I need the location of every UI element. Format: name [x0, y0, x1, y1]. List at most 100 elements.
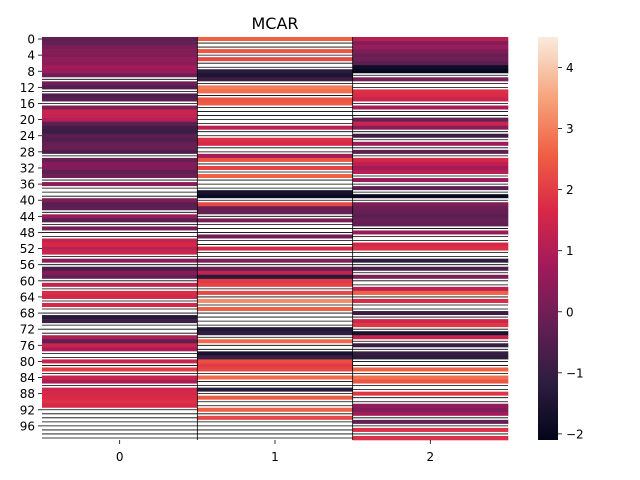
heatmap-cell	[197, 190, 353, 195]
heatmap-cell	[352, 266, 509, 272]
heatmap-cell	[197, 210, 353, 215]
heatmap-cell	[42, 319, 198, 324]
heatmap-cell	[197, 331, 353, 336]
y-tick-label: 0	[27, 33, 35, 47]
heatmap-cell	[42, 161, 198, 167]
y-tick-label: 36	[20, 178, 35, 192]
heatmap-cell	[42, 258, 198, 263]
colorbar	[538, 37, 558, 440]
heatmap-cell	[352, 69, 509, 74]
heatmap-cell	[197, 282, 353, 288]
heatmap-cell	[352, 202, 509, 207]
heatmap-cell	[42, 266, 198, 272]
heatmap-cell	[42, 169, 198, 175]
y-tick-label: 84	[20, 371, 35, 385]
y-tick-label: 20	[20, 113, 35, 127]
heatmap-cell	[42, 125, 198, 130]
heatmap-cell	[352, 323, 509, 328]
y-tick-label: 44	[20, 210, 35, 224]
heatmap-cell	[42, 206, 198, 211]
y-tick-label: 28	[20, 145, 35, 159]
heatmap-cell	[42, 218, 198, 223]
heatmap-cell	[197, 174, 353, 179]
heatmap-cell	[197, 415, 353, 421]
heatmap-cell	[352, 105, 509, 110]
heatmap-cell	[197, 363, 353, 368]
heatmap-cell	[197, 234, 353, 239]
heatmap-cell	[197, 206, 353, 211]
y-tick-label: 56	[20, 258, 35, 272]
heatmap-cell	[352, 343, 509, 348]
heatmap-cell	[197, 258, 353, 263]
heatmap-cell	[352, 210, 509, 215]
heatmap-cell	[352, 391, 509, 396]
heatmap-cell	[197, 137, 353, 143]
heatmap-cell	[42, 174, 198, 179]
heatmap-cell	[197, 69, 353, 74]
heatmap-cell	[197, 266, 353, 272]
heatmap-cell	[197, 351, 353, 356]
y-tick-label: 32	[20, 161, 35, 175]
heatmap-cell	[352, 351, 509, 356]
heatmap-cell	[352, 298, 509, 304]
y-tick-label: 96	[20, 419, 35, 433]
colorbar-tick-label: 3	[566, 122, 574, 136]
heatmap-cell	[42, 387, 198, 392]
heatmap-cell	[42, 226, 198, 231]
heatmap-cell	[42, 109, 198, 114]
heatmap-cell	[197, 57, 353, 62]
heatmap-cell	[42, 294, 198, 300]
heatmap-cell	[42, 45, 198, 50]
heatmap-cell	[197, 274, 353, 280]
heatmap-cells	[42, 37, 509, 441]
heatmap-cell	[352, 121, 509, 126]
heatmap-cell	[352, 242, 509, 247]
heatmap-cell	[42, 85, 198, 90]
y-tick-label: 72	[20, 323, 35, 337]
y-tick-label: 52	[20, 242, 35, 256]
heatmap-cell	[42, 379, 198, 384]
y-tick-label: 8	[27, 65, 35, 79]
heatmap-cell	[352, 186, 509, 191]
heatmap-cell	[352, 97, 509, 102]
heatmap-cell	[42, 165, 198, 171]
heatmap-cell	[352, 435, 509, 441]
colorbar-axis: −2 −1 0 1 2 3 4	[558, 61, 584, 441]
heatmap-cell	[352, 161, 509, 167]
heatmap-cell	[352, 125, 509, 130]
heatmap-cell	[197, 359, 353, 364]
heatmap-cell	[352, 77, 509, 82]
heatmap-cell	[352, 41, 509, 46]
heatmap-cell	[197, 73, 353, 78]
heatmap-cell	[352, 411, 509, 417]
heatmap-cell	[42, 137, 198, 143]
heatmap-cell	[197, 153, 353, 159]
heatmap-cell	[42, 157, 198, 163]
heatmap-cell	[42, 335, 198, 340]
heatmap-cell	[352, 61, 509, 66]
y-tick-label: 88	[20, 387, 35, 401]
heatmap-cell	[352, 375, 509, 380]
heatmap-cell	[197, 395, 353, 400]
heatmap-cell	[352, 93, 509, 98]
heatmap-cell	[197, 37, 353, 42]
heatmap-cell	[197, 367, 353, 372]
heatmap-cell	[197, 298, 353, 304]
heatmap-cell	[42, 202, 198, 207]
colorbar-tick-label: 1	[566, 244, 574, 258]
heatmap-cell	[197, 218, 353, 223]
heatmap-cell	[42, 81, 198, 86]
heatmap-cell	[42, 49, 198, 54]
heatmap-cell	[352, 214, 509, 219]
y-tick-label: 24	[20, 129, 35, 143]
heatmap-cell	[352, 419, 509, 425]
heatmap-cell	[42, 93, 198, 98]
heatmap-cell	[197, 387, 353, 392]
x-tick-label: 0	[116, 450, 124, 464]
heatmap-cell	[42, 399, 198, 405]
heatmap-cell	[352, 57, 509, 62]
heatmap-cell	[352, 165, 509, 171]
heatmap-cell	[42, 238, 198, 243]
heatmap-cell	[42, 37, 198, 42]
y-tick-label: 40	[20, 194, 35, 208]
